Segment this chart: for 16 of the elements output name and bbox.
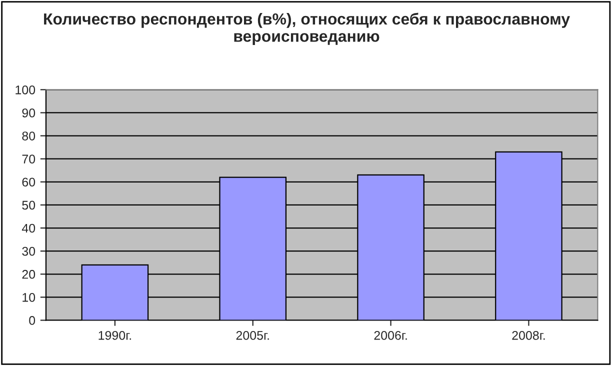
y-tick-label: 100 <box>16 85 36 94</box>
y-tick-label: 40 <box>22 224 36 233</box>
y-tick-label: 20 <box>22 270 36 279</box>
y-tick-label: 0 <box>29 316 36 325</box>
x-tick-label: 2006г. <box>374 330 407 340</box>
x-tick-label: 2008г. <box>512 330 545 340</box>
y-tick-label: 60 <box>22 178 36 187</box>
x-tick-label: 1990г. <box>98 330 131 340</box>
y-tick-label: 30 <box>22 246 36 256</box>
x-tick-label: 2005г. <box>236 330 269 340</box>
chart-title: Количество респондентов (в%), относящих себя к православному вероисповеданию <box>44 12 570 46</box>
y-tick-label: 90 <box>22 108 36 118</box>
y-tick-label: 10 <box>22 292 36 302</box>
y-tick-label: 80 <box>22 132 36 140</box>
y-tick-label: 50 <box>22 200 36 210</box>
y-tick-label: 70 <box>22 154 36 164</box>
